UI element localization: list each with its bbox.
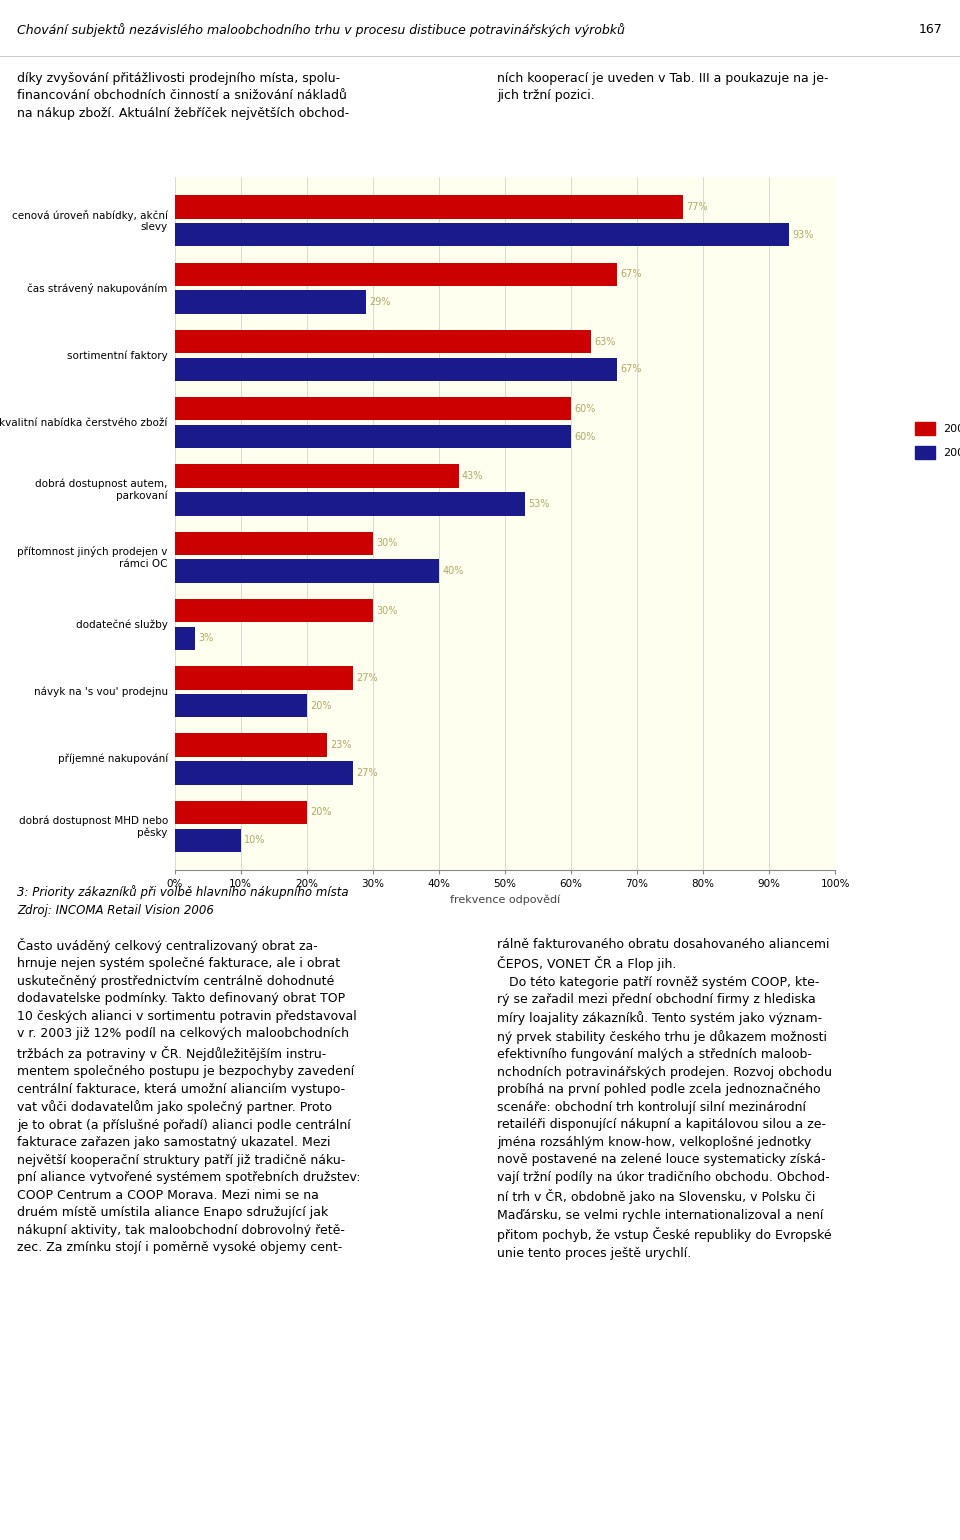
- Bar: [175, 599, 372, 622]
- Bar: [175, 357, 617, 380]
- Bar: [175, 493, 525, 516]
- Text: 67%: 67%: [620, 365, 642, 374]
- Text: 167: 167: [919, 23, 943, 37]
- Text: 23%: 23%: [330, 741, 351, 750]
- Bar: [175, 262, 617, 286]
- Text: 30%: 30%: [376, 605, 397, 616]
- Text: 27%: 27%: [356, 673, 378, 682]
- Bar: [175, 761, 353, 785]
- Bar: [175, 801, 307, 824]
- Text: 63%: 63%: [594, 337, 615, 346]
- Text: 3%: 3%: [198, 633, 213, 644]
- Text: 29%: 29%: [370, 297, 391, 306]
- Text: díky zvyšování přitážlivosti prodejního místa, spolu-
financování obchodních čin: díky zvyšování přitážlivosti prodejního …: [17, 72, 349, 120]
- Text: 60%: 60%: [574, 431, 596, 442]
- Legend: 2006, 2003: 2006, 2003: [911, 419, 960, 462]
- Bar: [175, 829, 241, 852]
- X-axis label: frekvence odpovědí: frekvence odpovědí: [450, 895, 560, 906]
- Text: 20%: 20%: [310, 701, 331, 710]
- Bar: [175, 330, 590, 353]
- Text: 93%: 93%: [792, 229, 814, 240]
- Bar: [175, 667, 353, 690]
- Bar: [175, 465, 459, 488]
- Text: 27%: 27%: [356, 768, 378, 778]
- Text: 43%: 43%: [462, 471, 484, 480]
- Bar: [175, 531, 372, 554]
- Bar: [175, 223, 789, 246]
- Text: 60%: 60%: [574, 403, 596, 414]
- Bar: [175, 291, 367, 314]
- Text: 30%: 30%: [376, 539, 397, 548]
- Text: Často uváděný celkový centralizovaný obrat za-
hrnuje nejen systém společné fakt: Často uváděný celkový centralizovaný obr…: [17, 938, 361, 1255]
- Bar: [175, 695, 307, 718]
- Text: Chování subjektů nezávislého maloobchodního trhu v procesu distibuce potravinářs: Chování subjektů nezávislého maloobchodn…: [17, 23, 625, 37]
- Text: 53%: 53%: [528, 499, 549, 508]
- Text: 10%: 10%: [244, 835, 266, 845]
- Text: 20%: 20%: [310, 807, 331, 818]
- Bar: [175, 196, 684, 219]
- Text: 40%: 40%: [443, 567, 464, 576]
- Text: Zdroj: INCOMA Retail Vision 2006: Zdroj: INCOMA Retail Vision 2006: [17, 904, 214, 916]
- Text: 67%: 67%: [620, 270, 642, 279]
- Text: 77%: 77%: [686, 202, 708, 213]
- Bar: [175, 733, 326, 756]
- Bar: [175, 397, 571, 420]
- Bar: [175, 425, 571, 448]
- Text: rálně fakturovaného obratu dosahovaného aliancemi
ČEPOS, VONET ČR a Flop jih.
  : rálně fakturovaného obratu dosahovaného …: [497, 938, 832, 1260]
- Text: ních kooperací je uveden v Tab. III a poukazuje na je-
jich tržní pozici.: ních kooperací je uveden v Tab. III a po…: [497, 72, 828, 102]
- Bar: [175, 559, 439, 582]
- Text: 3: Priority zákazníků při volbě hlavního nákupního místa: 3: Priority zákazníků při volbě hlavního…: [17, 884, 348, 899]
- Bar: [175, 627, 195, 650]
